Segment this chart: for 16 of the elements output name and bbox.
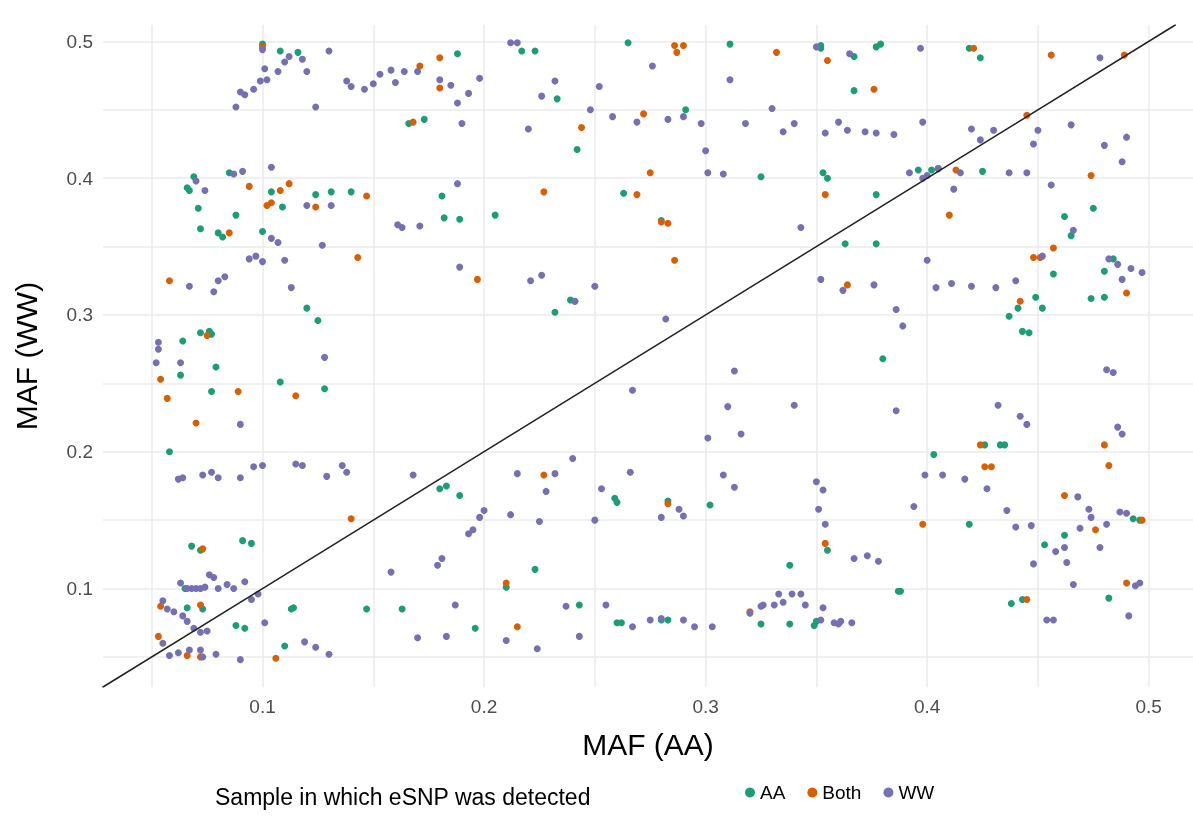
x-axis-title: MAF (AA)	[582, 727, 714, 761]
y-tick-label: 0.2	[66, 441, 93, 463]
legend-label: Both	[822, 782, 862, 803]
y-tick-label: 0.5	[66, 30, 93, 52]
legend-title: Sample in which eSNP was detected	[215, 783, 591, 810]
x-tick-label: 0.4	[913, 696, 941, 717]
y-tick-label: 0.1	[66, 578, 93, 600]
x-tick-label: 0.5	[1135, 696, 1162, 717]
legend-label: AA	[760, 782, 786, 803]
y-tick-label: 0.4	[66, 167, 94, 189]
y-tick-label: 0.3	[66, 304, 93, 326]
y-axis-title: MAF (WW)	[9, 281, 43, 431]
x-tick-label: 0.3	[692, 696, 719, 717]
legend-label: WW	[898, 782, 935, 803]
x-tick-label: 0.1	[249, 696, 276, 717]
x-tick-label: 0.2	[470, 696, 498, 717]
